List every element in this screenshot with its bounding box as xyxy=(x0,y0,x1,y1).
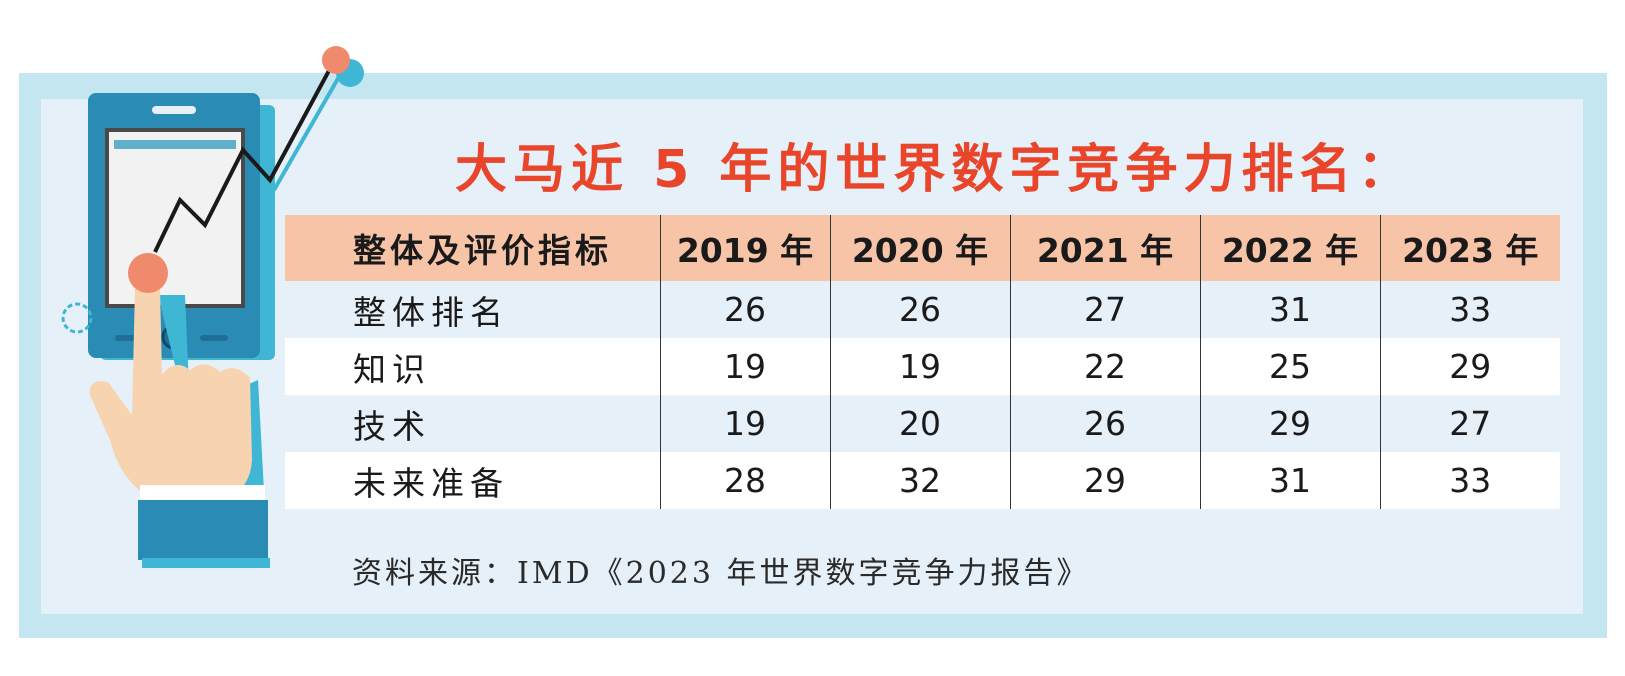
phone-chart-illustration xyxy=(61,46,364,568)
header-year-2020: 2020 年 xyxy=(829,215,1010,281)
cell-value: 19 xyxy=(659,338,830,395)
cell-value: 22 xyxy=(1009,338,1200,395)
cell-value: 31 xyxy=(1199,281,1380,338)
table-row: 技术 19 20 26 29 27 xyxy=(285,395,1560,452)
source-note: 资料来源：IMD《2023 年世界数字竞争力报告》 xyxy=(352,556,1090,591)
cell-value: 29 xyxy=(1009,452,1200,509)
table-row: 知识 19 19 22 25 29 xyxy=(285,338,1560,395)
header-year-2021: 2021 年 xyxy=(1009,215,1200,281)
cell-value: 33 xyxy=(1379,281,1560,338)
cell-value: 25 xyxy=(1199,338,1380,395)
chart-title: 大马近 5 年的世界数字竞争力排名： xyxy=(455,140,1416,200)
cell-value: 26 xyxy=(659,281,830,338)
header-year-2023: 2023 年 xyxy=(1379,215,1560,281)
ranking-table-wrap: 整体及评价指标 2019 年 2020 年 2021 年 2022 年 2023… xyxy=(285,215,1560,509)
row-label: 技术 xyxy=(353,406,431,446)
cell-value: 20 xyxy=(829,395,1010,452)
header-year-2022: 2022 年 xyxy=(1199,215,1380,281)
header-indicator: 整体及评价指标 xyxy=(353,231,612,270)
cell-value: 27 xyxy=(1009,281,1200,338)
table-row: 整体排名 26 26 27 31 33 xyxy=(285,281,1560,338)
cell-value: 29 xyxy=(1379,338,1560,395)
row-label: 整体排名 xyxy=(353,292,509,332)
cell-value: 26 xyxy=(1009,395,1200,452)
cell-value: 19 xyxy=(659,395,830,452)
cell-value: 31 xyxy=(1199,452,1380,509)
header-year-2019: 2019 年 xyxy=(659,215,830,281)
row-label: 知识 xyxy=(353,349,431,389)
cell-value: 19 xyxy=(829,338,1010,395)
cell-value: 28 xyxy=(659,452,830,509)
ranking-table: 整体及评价指标 2019 年 2020 年 2021 年 2022 年 2023… xyxy=(285,215,1560,509)
cell-value: 32 xyxy=(829,452,1010,509)
table-header-row: 整体及评价指标 2019 年 2020 年 2021 年 2022 年 2023… xyxy=(285,215,1560,281)
cell-value: 33 xyxy=(1379,452,1560,509)
table-row: 未来准备 28 32 29 31 33 xyxy=(285,452,1560,509)
cell-value: 26 xyxy=(829,281,1010,338)
cell-value: 27 xyxy=(1379,395,1560,452)
cell-value: 29 xyxy=(1199,395,1380,452)
row-label: 未来准备 xyxy=(353,463,509,503)
